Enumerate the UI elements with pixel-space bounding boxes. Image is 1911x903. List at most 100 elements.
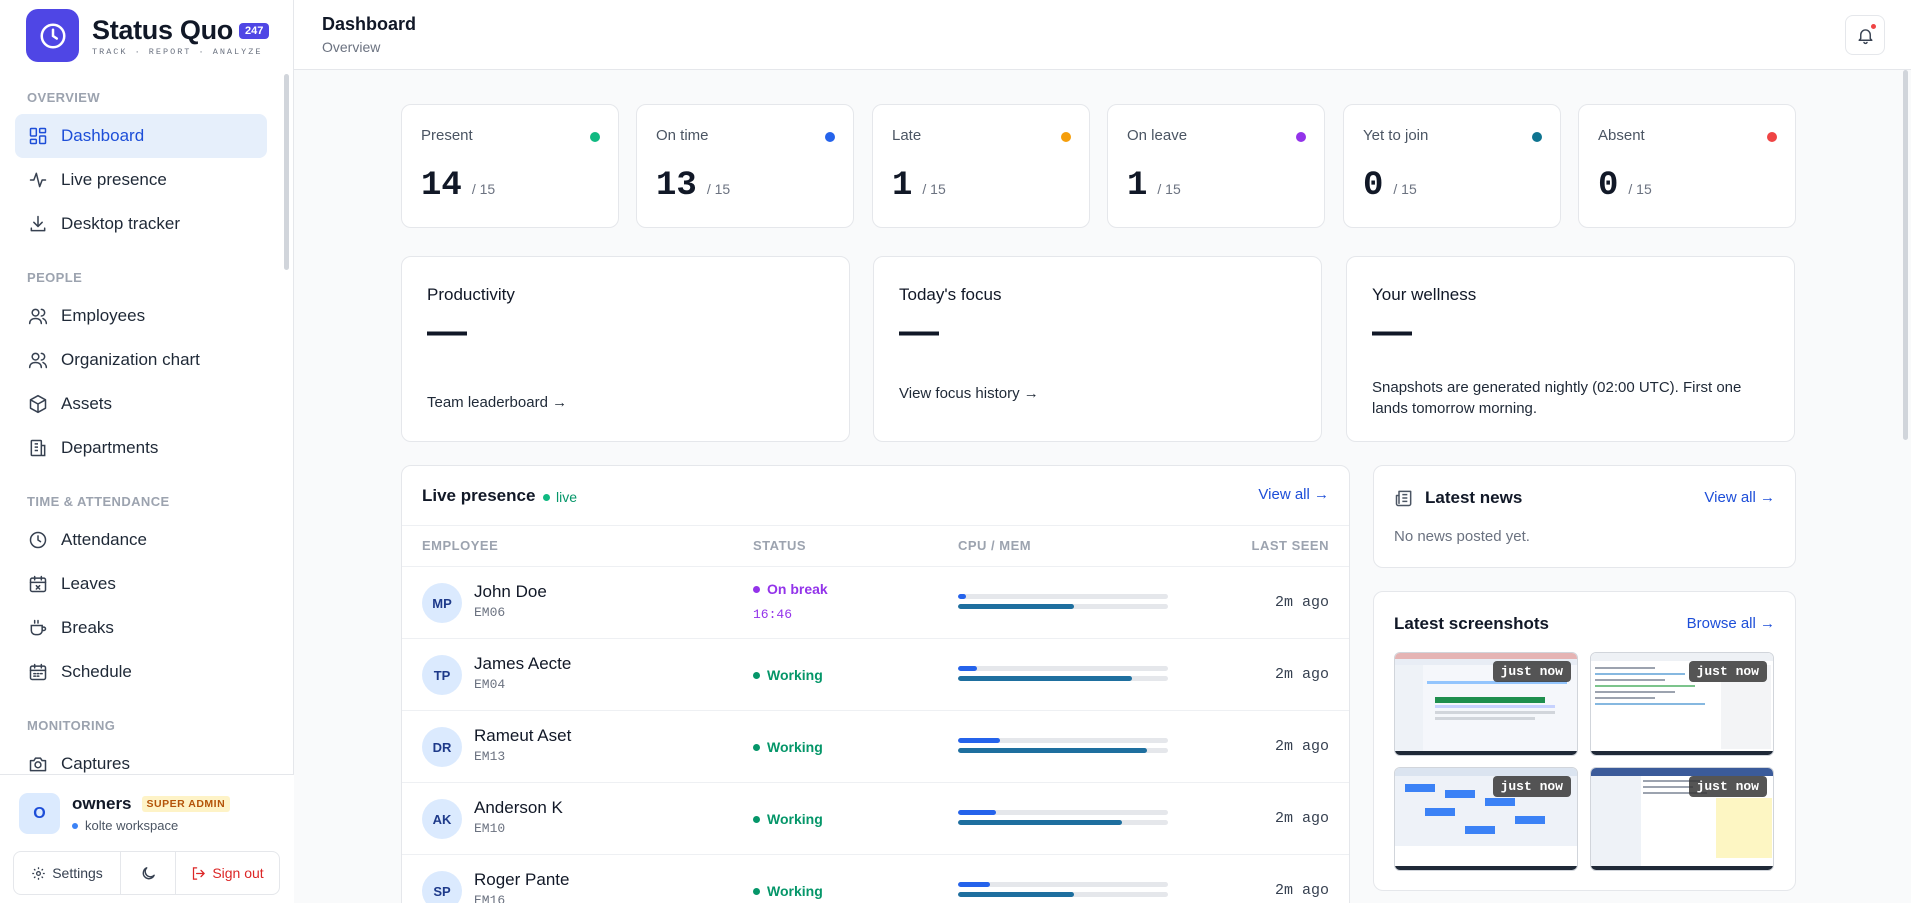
- wellness-card: Your wellness — Snapshots are generated …: [1346, 256, 1795, 442]
- column-header-status: STATUS: [753, 538, 807, 553]
- live-view-all-link[interactable]: View all →: [1258, 486, 1329, 503]
- avatar: AK: [422, 799, 462, 839]
- mem-bar: [958, 676, 1168, 681]
- employee-code: EM13: [474, 749, 506, 764]
- sidebar-item-label: Organization chart: [61, 350, 200, 369]
- moon-icon: [142, 866, 155, 879]
- sidebar-item-assets[interactable]: Assets: [15, 382, 267, 426]
- screenshot-thumbnail[interactable]: just now: [1394, 652, 1578, 756]
- sidebar-item-employees[interactable]: Employees: [15, 294, 267, 338]
- table-row[interactable]: AK Anderson K EM10 Working 2m ago: [402, 783, 1349, 855]
- employee-code: EM06: [474, 605, 506, 620]
- sidebar-item-leaves[interactable]: Leaves: [15, 562, 267, 606]
- sidebar-item-departments[interactable]: Departments: [15, 426, 267, 470]
- stat-total: / 15: [922, 181, 946, 197]
- sign-out-button[interactable]: Sign out: [176, 852, 279, 894]
- team-leaderboard-link[interactable]: Team leaderboard →: [427, 394, 568, 411]
- status-dot-icon: [1296, 132, 1306, 142]
- sidebar-item-attendance[interactable]: Attendance: [15, 518, 267, 562]
- stat-card-absent[interactable]: Absent 0 / 15: [1578, 104, 1796, 228]
- status-label: On break: [767, 581, 828, 597]
- last-seen: 2m ago: [1274, 666, 1329, 683]
- table-row[interactable]: MP John Doe EM06 On break 16:46 2m ago: [402, 567, 1349, 639]
- stat-total: / 15: [471, 181, 496, 197]
- theme-toggle-button[interactable]: [121, 852, 176, 894]
- avatar: DR: [422, 727, 462, 767]
- sidebar-item-label: Schedule: [61, 662, 132, 681]
- stat-card-yet-to-join[interactable]: Yet to join 0 / 15: [1343, 104, 1561, 228]
- screenshot-thumbnail[interactable]: just now: [1590, 652, 1774, 756]
- avatar[interactable]: O: [19, 793, 60, 834]
- activity-icon: [29, 172, 47, 188]
- news-view-all-link[interactable]: View all →: [1704, 489, 1775, 506]
- gear-icon: [32, 866, 45, 880]
- screenshot-thumbnail[interactable]: just now: [1394, 767, 1578, 871]
- nav-section-monitoring: MONITORING: [27, 718, 116, 733]
- status-dot-icon: [753, 887, 760, 895]
- stat-card-present[interactable]: Present 14 / 15: [401, 104, 619, 228]
- table-row[interactable]: TP James Aecte EM04 Working 2m ago: [402, 639, 1349, 711]
- browse-all-link[interactable]: Browse all →: [1686, 615, 1775, 632]
- mem-bar: [958, 604, 1168, 609]
- stat-label: Present: [421, 127, 473, 144]
- card-title: Productivity: [427, 285, 515, 304]
- stat-card-late[interactable]: Late 1 / 15: [872, 104, 1090, 228]
- sidebar-nav: OVERVIEW Dashboard Live presence Desktop…: [0, 74, 283, 774]
- sidebar-item-label: Desktop tracker: [61, 214, 181, 233]
- breadcrumb: Overview: [322, 39, 381, 55]
- sidebar-item-desktop-tracker[interactable]: Desktop tracker: [15, 202, 267, 246]
- sidebar-item-label: Live presence: [61, 170, 167, 189]
- mem-bar: [958, 748, 1168, 753]
- sidebar-item-dashboard[interactable]: Dashboard: [15, 114, 267, 158]
- status-dot-icon: [1767, 132, 1777, 142]
- sign-out-icon: [193, 866, 206, 880]
- sign-out-label: Sign out: [212, 865, 264, 881]
- status-badge: Working: [753, 883, 823, 899]
- view-focus-history-link[interactable]: View focus history →: [899, 385, 1039, 402]
- mem-bar: [958, 820, 1168, 825]
- sidebar-scrollbar[interactable]: [284, 74, 289, 270]
- stat-card-on-time[interactable]: On time 13 / 15: [636, 104, 854, 228]
- cpu-bar: [958, 738, 1168, 743]
- sidebar: Status Quo 247 TRACK · REPORT · ANALYZE …: [0, 0, 294, 903]
- notifications-button[interactable]: [1845, 15, 1885, 55]
- mem-bar-fill: [958, 748, 1147, 753]
- live-badge: live: [543, 489, 577, 505]
- org-chart-icon: [28, 352, 48, 369]
- users-icon: [28, 308, 48, 325]
- stat-total: / 15: [706, 181, 731, 197]
- capture-time-badge: just now: [1688, 661, 1767, 682]
- sidebar-item-organization-chart[interactable]: Organization chart: [15, 338, 267, 382]
- cpu-bar-fill: [958, 738, 1000, 743]
- status-dot-icon: [1532, 132, 1542, 142]
- capture-time-badge: just now: [1492, 776, 1571, 797]
- main-scrollbar[interactable]: [1903, 70, 1908, 440]
- nav-section-overview: OVERVIEW: [27, 90, 101, 105]
- latest-news-card: Latest news View all → No news posted ye…: [1373, 465, 1796, 568]
- status-badge: On break: [753, 581, 828, 597]
- stat-value: 1: [892, 167, 913, 205]
- sidebar-item-schedule[interactable]: Schedule: [15, 650, 267, 694]
- sidebar-item-captures[interactable]: Captures: [15, 742, 267, 774]
- live-presence-card: Live presence live View all → EMPLOYEE S…: [401, 465, 1350, 903]
- table-row[interactable]: SP Roger Pante EM16 Working 2m ago: [402, 855, 1349, 903]
- card-title: Latest screenshots: [1394, 614, 1549, 633]
- live-badge-label: live: [556, 489, 578, 505]
- status-dot-icon: [753, 815, 760, 823]
- brand[interactable]: Status Quo 247 TRACK · REPORT · ANALYZE: [26, 9, 270, 62]
- sidebar-item-breaks[interactable]: Breaks: [15, 606, 267, 650]
- capture-time-badge: just now: [1688, 776, 1767, 797]
- table-row[interactable]: DR Rameut Aset EM13 Working 2m ago: [402, 711, 1349, 783]
- employee-code: EM10: [474, 821, 506, 836]
- employee-code: EM16: [474, 893, 506, 903]
- mem-bar-fill: [958, 604, 1074, 609]
- settings-button[interactable]: Settings: [14, 852, 121, 894]
- settings-label: Settings: [52, 865, 103, 881]
- sidebar-item-live-presence[interactable]: Live presence: [15, 158, 267, 202]
- screenshot-thumbnail[interactable]: just now: [1590, 767, 1774, 871]
- sidebar-item-label: Assets: [61, 394, 113, 413]
- employee-name: Rameut Aset: [474, 726, 572, 745]
- brand-name: Status Quo: [92, 14, 234, 45]
- stat-card-on-leave[interactable]: On leave 1 / 15: [1107, 104, 1325, 228]
- live-dot-icon: [543, 493, 550, 501]
